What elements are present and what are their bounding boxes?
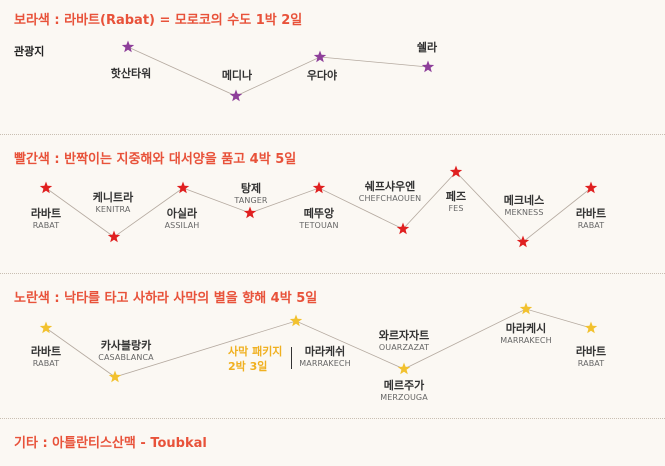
star-icon <box>584 321 598 334</box>
stop-label: 페즈 FES <box>445 190 467 213</box>
stop-label: 핫산타워 <box>110 67 152 80</box>
star-icon <box>397 362 411 375</box>
stop-label: 탕제 TANGER <box>234 182 268 205</box>
star-icon <box>516 235 530 248</box>
section-title-other: 기타 : 아틀란티스산맥 - Toubkal <box>14 436 207 451</box>
package-separator <box>291 347 292 369</box>
stop-label: 라바트 RABAT <box>575 207 607 230</box>
section-title-yellow: 노란색 : 낙타를 타고 사하라 사막의 별을 향해 4박 5일 <box>14 291 318 306</box>
divider <box>0 134 665 135</box>
star-icon <box>39 321 53 334</box>
section-title-red: 빨간색 : 반짝이는 지중해와 대서양을 품고 4박 5일 <box>14 152 297 167</box>
star-icon <box>449 165 463 178</box>
stop-label: 떼뚜앙 TETOUAN <box>299 207 339 230</box>
star-icon <box>396 222 410 235</box>
stop-label: 아실라 ASSILAH <box>164 207 200 230</box>
route-line <box>45 308 592 378</box>
star-icon <box>39 181 53 194</box>
route-line <box>127 46 429 97</box>
star-icon <box>289 314 303 327</box>
stop-label: 우다야 <box>306 69 338 82</box>
stop-label: 와르자자트 OUARZAZAT <box>378 329 430 352</box>
stop-label: 쉐프샤우엔 CHEFCHAOUEN <box>358 180 422 203</box>
stop-label: 메크네스 MEKNESS <box>503 194 545 217</box>
stop-label: 라바트 RABAT <box>30 345 62 368</box>
stop-label: 메디나 <box>221 69 253 82</box>
stop-label: 마라케쉬 MARRAKECH <box>299 345 351 368</box>
divider <box>0 273 665 274</box>
section-title-purple: 보라색 : 라바트(Rabat) = 모로코의 수도 1박 2일 <box>14 13 303 28</box>
star-icon <box>243 206 257 219</box>
stop-label: 라바트 RABAT <box>575 345 607 368</box>
star-icon <box>421 60 435 73</box>
star-icon <box>312 181 326 194</box>
star-icon <box>313 50 327 63</box>
stop-label: 마라케시 MARRAKECH <box>500 322 552 345</box>
star-icon <box>584 181 598 194</box>
stop-label: 라바트 RABAT <box>30 207 62 230</box>
star-icon <box>229 89 243 102</box>
package-label: 사막 패키지 2박 3일 <box>228 345 283 373</box>
stop-label: 메르주가 MERZOUGA <box>380 379 428 402</box>
divider <box>0 418 665 419</box>
stop-label: 쉘라 <box>416 41 438 54</box>
star-icon <box>176 181 190 194</box>
star-icon <box>107 230 121 243</box>
stop-label: 케니트라 KENITRA <box>92 191 134 214</box>
star-icon <box>108 370 122 383</box>
row-label-sights: 관광지 <box>14 45 45 58</box>
star-icon <box>519 302 533 315</box>
star-icon <box>121 40 135 53</box>
stop-label: 카사블랑카 CASABLANCA <box>98 339 154 362</box>
